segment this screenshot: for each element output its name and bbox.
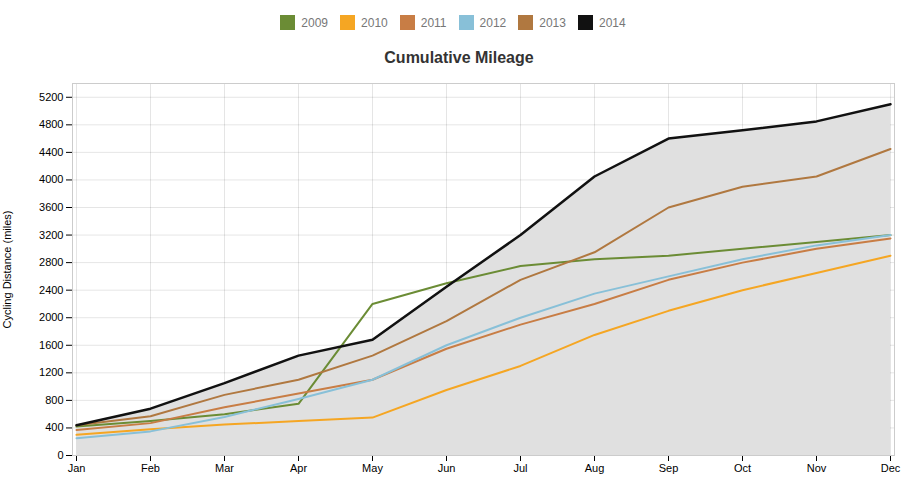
html-text:2011: 2011	[420, 15, 447, 30]
svg-text:Aug: Aug	[585, 462, 605, 474]
svg-text:Oct: Oct	[734, 462, 751, 474]
html-text:2010: 2010	[361, 15, 388, 30]
html-text:2014: 2014	[599, 15, 626, 30]
svg-text:800: 800	[45, 394, 63, 406]
svg-text:3200: 3200	[39, 229, 63, 241]
html-text:2012: 2012	[479, 15, 507, 30]
svg-text:May: May	[362, 462, 383, 474]
svg-text:Mar: Mar	[215, 462, 234, 474]
svg-text:Jul: Jul	[513, 462, 527, 474]
svg-text:0: 0	[57, 449, 63, 461]
svg-text:Cycling Distance (miles): Cycling Distance (miles)	[1, 211, 13, 329]
svg-text:Jan: Jan	[68, 462, 86, 474]
svg-text:Sep: Sep	[659, 462, 679, 474]
svg-text:1600: 1600	[39, 339, 63, 351]
svg-text:1200: 1200	[39, 366, 63, 378]
svg-text:4400: 4400	[39, 146, 63, 158]
svg-text:Dec: Dec	[881, 462, 901, 474]
svg-text:2800: 2800	[39, 256, 63, 268]
html-text:2009: 2009	[301, 15, 328, 30]
svg-text:2400: 2400	[39, 284, 63, 296]
svg-text:3600: 3600	[39, 201, 63, 213]
svg-text:400: 400	[45, 421, 63, 433]
svg-text:2000: 2000	[39, 311, 63, 323]
svg-text:Nov: Nov	[807, 462, 827, 474]
html-text:Cumulative Mileage: Cumulative Mileage	[384, 49, 534, 66]
html-text:2013: 2013	[539, 15, 566, 30]
svg-text:4000: 4000	[39, 173, 63, 185]
svg-text:Feb: Feb	[141, 462, 160, 474]
svg-text:Jun: Jun	[438, 462, 456, 474]
svg-text:4800: 4800	[39, 118, 63, 130]
svg-text:5200: 5200	[39, 91, 63, 103]
svg-text:Apr: Apr	[290, 462, 307, 474]
